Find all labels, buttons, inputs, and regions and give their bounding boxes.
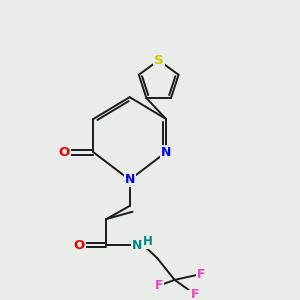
Text: F: F	[196, 268, 205, 281]
Text: H: H	[143, 235, 153, 248]
Text: O: O	[73, 238, 85, 252]
Text: N: N	[132, 238, 142, 252]
Text: O: O	[59, 146, 70, 159]
Text: N: N	[124, 173, 135, 186]
Text: F: F	[154, 279, 163, 292]
Text: F: F	[191, 288, 199, 300]
Text: N: N	[161, 146, 171, 159]
Text: S: S	[154, 54, 164, 67]
